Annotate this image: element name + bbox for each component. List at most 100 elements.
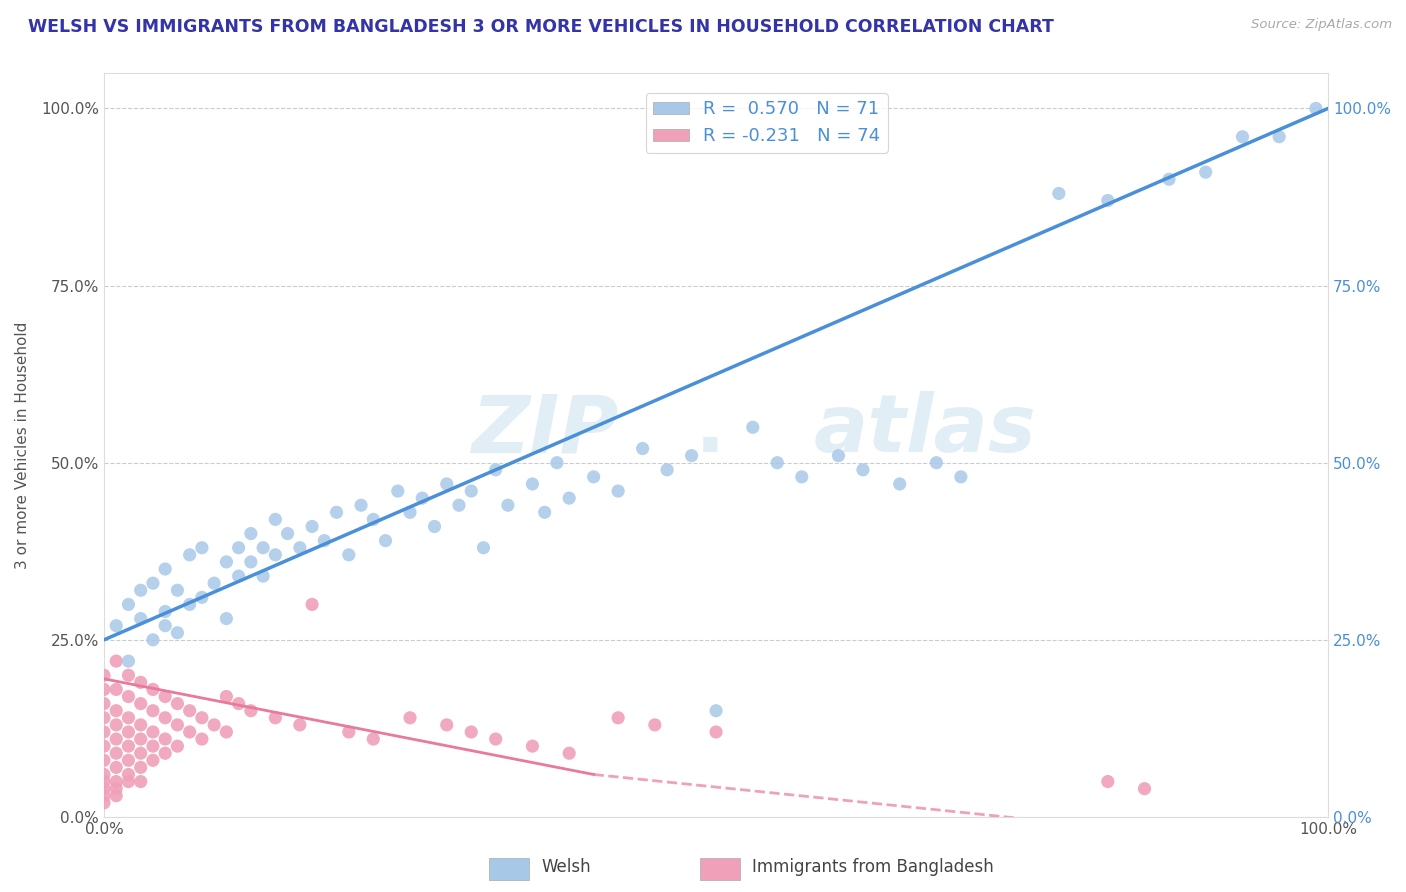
Point [142, 739, 165, 753]
Point [607, 711, 630, 725]
Point [399, 505, 422, 519]
Point [533, 505, 555, 519]
Point [239, 526, 262, 541]
Point [129, 611, 152, 625]
Point [558, 491, 581, 505]
Point [191, 732, 214, 747]
Text: atlas: atlas [814, 391, 1036, 469]
Point [166, 625, 188, 640]
Point [423, 519, 446, 533]
Point [337, 548, 360, 562]
Point [607, 484, 630, 499]
Point [239, 704, 262, 718]
Point [105, 732, 128, 747]
Point [93, 753, 115, 767]
Point [215, 555, 238, 569]
Point [142, 632, 165, 647]
Point [142, 753, 165, 767]
Point [436, 718, 458, 732]
Point [142, 725, 165, 739]
Point [264, 512, 287, 526]
Text: .: . [695, 391, 725, 469]
Point [558, 746, 581, 760]
Point [215, 611, 238, 625]
Point [215, 690, 238, 704]
Point [1232, 129, 1254, 144]
Point [1268, 129, 1291, 144]
Point [179, 725, 201, 739]
Point [153, 690, 176, 704]
Point [117, 739, 139, 753]
Point [228, 541, 250, 555]
Point [117, 725, 139, 739]
Point [472, 541, 495, 555]
Point [215, 725, 238, 739]
Point [191, 541, 214, 555]
Point [105, 654, 128, 668]
Point [496, 498, 519, 512]
Point [301, 519, 323, 533]
Point [117, 668, 139, 682]
Point [191, 591, 214, 605]
Point [741, 420, 763, 434]
Point [166, 583, 188, 598]
Point [105, 774, 128, 789]
Point [264, 711, 287, 725]
Point [361, 732, 384, 747]
Point [889, 477, 911, 491]
Point [93, 682, 115, 697]
Text: Welsh: Welsh [541, 858, 591, 876]
Point [129, 675, 152, 690]
Point [153, 746, 176, 760]
Point [387, 484, 409, 499]
Point [117, 654, 139, 668]
Point [105, 781, 128, 796]
Point [129, 718, 152, 732]
Text: WELSH VS IMMIGRANTS FROM BANGLADESH 3 OR MORE VEHICLES IN HOUSEHOLD CORRELATION : WELSH VS IMMIGRANTS FROM BANGLADESH 3 OR… [28, 18, 1054, 36]
Text: Immigrants from Bangladesh: Immigrants from Bangladesh [752, 858, 994, 876]
Point [129, 583, 152, 598]
Point [1097, 774, 1119, 789]
Point [485, 463, 508, 477]
Point [117, 774, 139, 789]
Point [105, 746, 128, 760]
Point [93, 774, 115, 789]
Point [105, 618, 128, 632]
Point [1133, 781, 1156, 796]
Point [239, 555, 262, 569]
Point [1047, 186, 1070, 201]
Point [1195, 165, 1218, 179]
Point [1305, 102, 1327, 116]
Point [153, 562, 176, 576]
Point [105, 704, 128, 718]
Point [117, 753, 139, 767]
Point [179, 548, 201, 562]
Point [105, 760, 128, 774]
Point [350, 498, 373, 512]
Point [93, 767, 115, 781]
Point [93, 789, 115, 803]
Point [117, 711, 139, 725]
Point [681, 449, 703, 463]
Point [411, 491, 433, 505]
Point [314, 533, 336, 548]
Point [179, 704, 201, 718]
Point [153, 732, 176, 747]
Legend: R =  0.570   N = 71, R = -0.231   N = 74: R = 0.570 N = 71, R = -0.231 N = 74 [645, 93, 887, 153]
Point [142, 576, 165, 591]
Point [166, 739, 188, 753]
Point [949, 470, 972, 484]
Point [704, 725, 727, 739]
Point [361, 512, 384, 526]
Point [93, 711, 115, 725]
Point [105, 682, 128, 697]
Point [142, 682, 165, 697]
Point [202, 718, 225, 732]
Point [1157, 172, 1180, 186]
Point [337, 725, 360, 739]
Point [93, 725, 115, 739]
Point [766, 456, 789, 470]
Point [93, 697, 115, 711]
Point [827, 449, 849, 463]
Point [277, 526, 299, 541]
